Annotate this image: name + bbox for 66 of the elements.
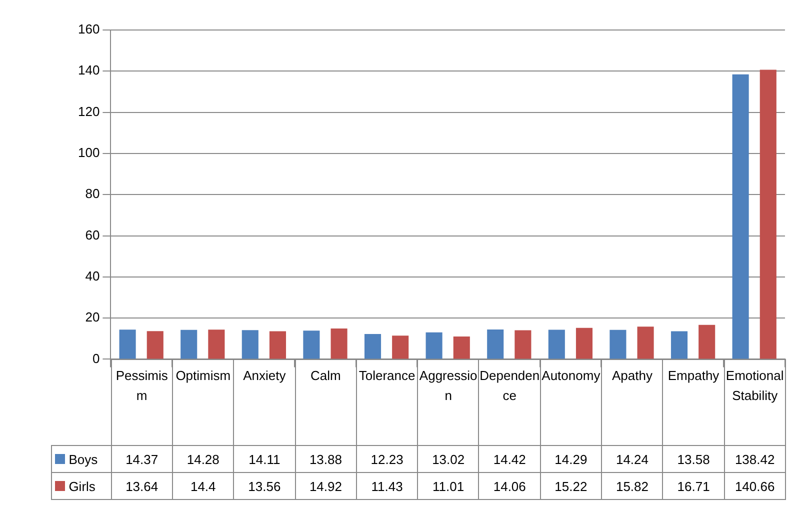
bar [610, 330, 626, 359]
data-label: 138.42 [724, 445, 786, 474]
y-tick-label: 120 [78, 104, 100, 119]
bar [119, 330, 136, 359]
data-label: 13.02 [417, 445, 480, 474]
data-label: 11.43 [356, 472, 418, 500]
x-tick-label: Anxiety [233, 359, 296, 446]
data-label: 15.82 [601, 472, 664, 500]
bar [698, 324, 716, 359]
x-tick-label: Autonomy [540, 359, 602, 446]
y-tick-label: 140 [78, 62, 100, 78]
y-tick-label: 40 [85, 268, 100, 284]
data-label: 12.23 [356, 445, 418, 474]
data-label: 14.37 [110, 445, 173, 474]
bar [208, 330, 225, 359]
bar [364, 334, 382, 359]
data-label: 14.4 [172, 472, 234, 500]
bar [548, 330, 565, 359]
data-label: 11.01 [417, 472, 480, 500]
x-tick-label: Aggression [417, 359, 480, 446]
data-label: 15.22 [540, 472, 602, 500]
bar [670, 331, 688, 359]
y-tick-label: 20 [85, 310, 100, 325]
bar [487, 330, 504, 359]
bar [732, 74, 749, 359]
data-label: 140.66 [724, 472, 786, 500]
bar [760, 70, 776, 359]
bar [269, 331, 286, 359]
bar [180, 330, 198, 359]
data-label: 14.29 [540, 445, 602, 474]
bar [453, 336, 470, 359]
bar [242, 330, 258, 359]
y-tick-label: 160 [78, 22, 100, 37]
x-tick-label: Pessimism [110, 359, 173, 446]
data-label: 14.28 [172, 445, 234, 474]
y-tick-label: 100 [78, 145, 100, 160]
bar [576, 328, 593, 359]
data-label: 13.64 [110, 472, 173, 500]
bar [514, 330, 532, 359]
bar [146, 331, 164, 359]
data-label: 13.56 [233, 472, 296, 500]
data-label: 16.71 [662, 472, 725, 500]
x-tick-label: Apathy [601, 359, 664, 446]
x-tick-label: Calm [294, 359, 357, 446]
y-tick-label: 0 [92, 350, 100, 366]
bar [392, 336, 409, 359]
data-label: 14.11 [233, 445, 296, 474]
x-tick-label: Dependence [478, 359, 541, 446]
data-label: 14.92 [294, 472, 357, 500]
data-label: 13.88 [294, 445, 357, 474]
x-tick-label: Empathy [662, 359, 725, 446]
data-label: 14.42 [478, 445, 541, 474]
bar [426, 332, 442, 359]
data-label: 13.58 [662, 445, 725, 474]
data-label: 14.24 [601, 445, 664, 474]
legend-label: Boys [68, 452, 98, 467]
legend-label: Girls [68, 478, 96, 494]
bar [637, 326, 654, 359]
data-label: 14.06 [478, 472, 541, 500]
bar [330, 328, 348, 359]
bar [303, 330, 320, 359]
x-tick-label: Optimism [172, 359, 234, 446]
y-tick-label: 80 [85, 186, 100, 202]
y-tick-label: 60 [85, 227, 100, 242]
x-tick-label: Emotional Stability [724, 359, 786, 446]
x-tick-label: Tolerance [356, 359, 418, 446]
